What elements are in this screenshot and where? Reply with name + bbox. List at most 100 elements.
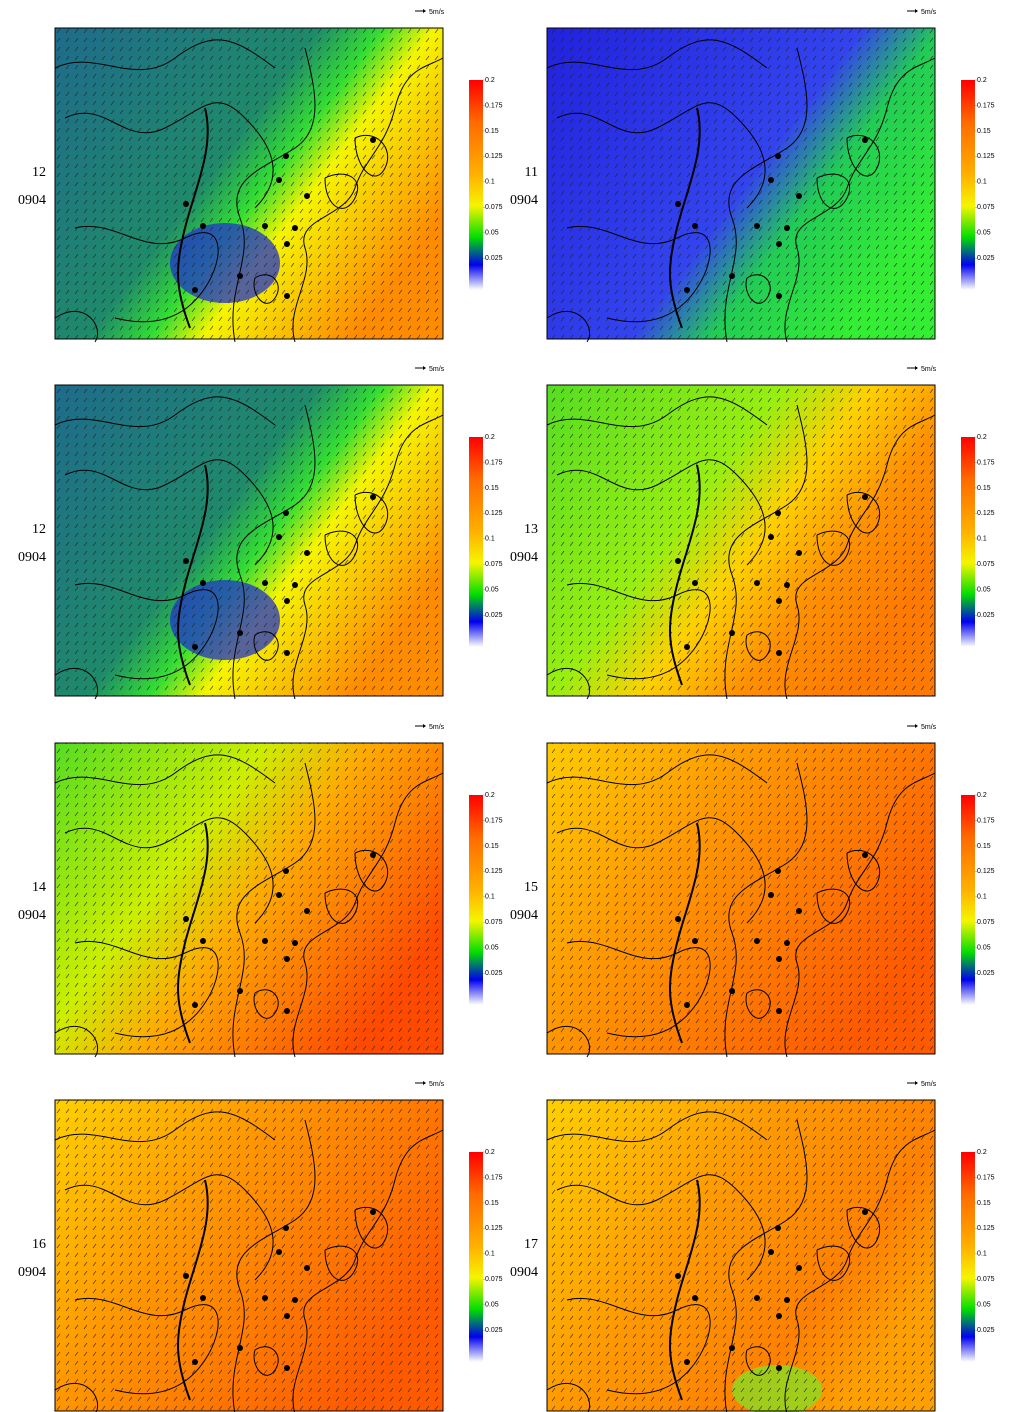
colorbar: [469, 80, 483, 290]
colorbar-tick-label: 0.125: [485, 510, 503, 517]
colorbar-tick-label: 0.2: [977, 792, 987, 799]
colorbar-tick-label: 0.1: [977, 894, 987, 901]
colorbar-tick-label: 0.075: [977, 919, 995, 926]
scale-label: 5m/s: [921, 9, 937, 16]
date-label: 0904: [18, 550, 46, 565]
colorbar-tick-label: 0.125: [977, 1225, 995, 1232]
wind-vectors: [547, 1100, 935, 1411]
scale-arrow-head: [915, 1081, 918, 1085]
wind-vectors: [55, 28, 443, 339]
colorbar: [961, 80, 975, 290]
hour-label: 17: [524, 1237, 538, 1252]
colorbar-tick-label: 0.025: [977, 612, 995, 619]
colorbar: [961, 437, 975, 647]
scale-label: 5m/s: [429, 9, 445, 16]
scale-arrow-head: [915, 724, 918, 728]
colorbar: [469, 437, 483, 647]
hour-label: 12: [32, 165, 46, 180]
colorbar-tick-label: 0.075: [485, 204, 503, 211]
map-frame: [54, 27, 444, 340]
colorbar-tick-label: 0.05: [977, 587, 991, 594]
colorbar-tick-label: 0.15: [485, 1200, 499, 1207]
colorbar-tick-label: 0.175: [485, 102, 503, 109]
colorbar-tick-label: 0.125: [977, 868, 995, 875]
scale-arrow-head: [423, 724, 426, 728]
map-frame: [546, 1099, 936, 1412]
date-label: 0904: [18, 1265, 46, 1280]
colorbar-tick-label: 0.025: [977, 970, 995, 977]
colorbar-tick-label: 0.1: [485, 536, 495, 543]
date-label: 0904: [510, 1265, 538, 1280]
colorbar-tick-label: 0.175: [485, 817, 503, 824]
colorbar-tick-label: 0.175: [485, 1174, 503, 1181]
colorbar: [469, 1152, 483, 1362]
colorbar-tick-label: 0.05: [485, 945, 499, 952]
colorbar-tick-label: 0.15: [977, 128, 991, 135]
wind-vectors: [55, 743, 443, 1054]
colorbar-tick-label: 0.15: [485, 485, 499, 492]
map-panel: 13 0904 5m/s 0.2 0.175 0.15 0.125 0.1 0.075 0.05 0…: [510, 366, 995, 700]
colorbar-tick-label: 0.2: [977, 77, 987, 84]
colorbar-tick-label: 0.075: [485, 919, 503, 926]
colorbar-tick-label: 0.15: [977, 485, 991, 492]
hour-label: 11: [525, 165, 538, 180]
hour-label: 14: [32, 880, 46, 895]
wind-vectors: [547, 385, 935, 696]
map-frame: [546, 27, 936, 340]
scale-label: 5m/s: [429, 724, 445, 731]
colorbar-tick-label: 0.05: [485, 587, 499, 594]
colorbar-tick-label: 0.025: [485, 1327, 503, 1334]
colorbar-tick-label: 0.025: [485, 970, 503, 977]
colorbar-tick-label: 0.05: [977, 230, 991, 237]
colorbar-tick-label: 0.2: [977, 434, 987, 441]
scale-arrow-head: [915, 366, 918, 370]
colorbar-tick-label: 0.125: [485, 1225, 503, 1232]
colorbar-tick-label: 0.15: [485, 128, 499, 135]
hour-label: 12: [32, 522, 46, 537]
scale-arrow-head: [423, 1081, 426, 1085]
colorbar-tick-label: 0.1: [977, 1251, 987, 1258]
map-frame: [546, 384, 936, 697]
map-panel: 16 0904 5m/s 0.2 0.175 0.15 0.125 0.1 0.075 0.05 0…: [18, 1081, 503, 1412]
colorbar-tick-label: 0.1: [485, 894, 495, 901]
colorbar-tick-label: 0.175: [977, 102, 995, 109]
hour-label: 15: [524, 880, 538, 895]
colorbar-tick-label: 0.175: [977, 459, 995, 466]
colorbar-tick-label: 0.1: [485, 179, 495, 186]
colorbar-tick-label: 0.05: [485, 230, 499, 237]
colorbar-tick-label: 0.075: [977, 204, 995, 211]
scale-arrow-head: [423, 366, 426, 370]
colorbar-tick-label: 0.1: [977, 179, 987, 186]
hour-label: 13: [524, 522, 538, 537]
scale-arrow-head: [423, 9, 426, 13]
scale-arrow-head: [915, 9, 918, 13]
colorbar-tick-label: 0.125: [977, 510, 995, 517]
map-panel: 11 0904 5m/s 0.2 0.175 0.15 0.125 0.1 0.075 0.05 0…: [510, 9, 995, 344]
colorbar-tick-label: 0.2: [485, 434, 495, 441]
colorbar-tick-label: 0.2: [485, 792, 495, 799]
map-panel: 14 0904 5m/s 0.2 0.175 0.15 0.125 0.1 0.075 0.05 0…: [18, 724, 503, 1058]
colorbar-tick-label: 0.2: [485, 1149, 495, 1156]
map-frame: [54, 384, 444, 697]
colorbar-tick-label: 0.1: [977, 536, 987, 543]
date-label: 0904: [510, 908, 538, 923]
colorbar-tick-label: 0.2: [977, 1149, 987, 1156]
colorbar-tick-label: 0.075: [977, 1276, 995, 1283]
colorbar-tick-label: 0.175: [977, 1174, 995, 1181]
map-frame: [546, 742, 936, 1055]
date-label: 0904: [510, 550, 538, 565]
scale-label: 5m/s: [429, 366, 445, 373]
map-panel: 12 0904 5m/s 0.2 0.175 0.15 0.125 0.1 0.075 0.05 0…: [18, 366, 503, 700]
colorbar-tick-label: 0.05: [485, 1302, 499, 1309]
map-panel: 12 0904 5m/s 0.2 0.175 0.15 0.125 0.1 0.075 0.05 0…: [18, 9, 503, 344]
colorbar-tick-label: 0.075: [977, 561, 995, 568]
colorbar-tick-label: 0.125: [485, 868, 503, 875]
colorbar-tick-label: 0.125: [485, 153, 503, 160]
colorbar-tick-label: 0.2: [485, 77, 495, 84]
colorbar-tick-label: 0.125: [977, 153, 995, 160]
colorbar-tick-label: 0.05: [977, 1302, 991, 1309]
hour-label: 16: [32, 1237, 46, 1252]
scale-label: 5m/s: [921, 1081, 937, 1088]
scale-label: 5m/s: [921, 366, 937, 373]
